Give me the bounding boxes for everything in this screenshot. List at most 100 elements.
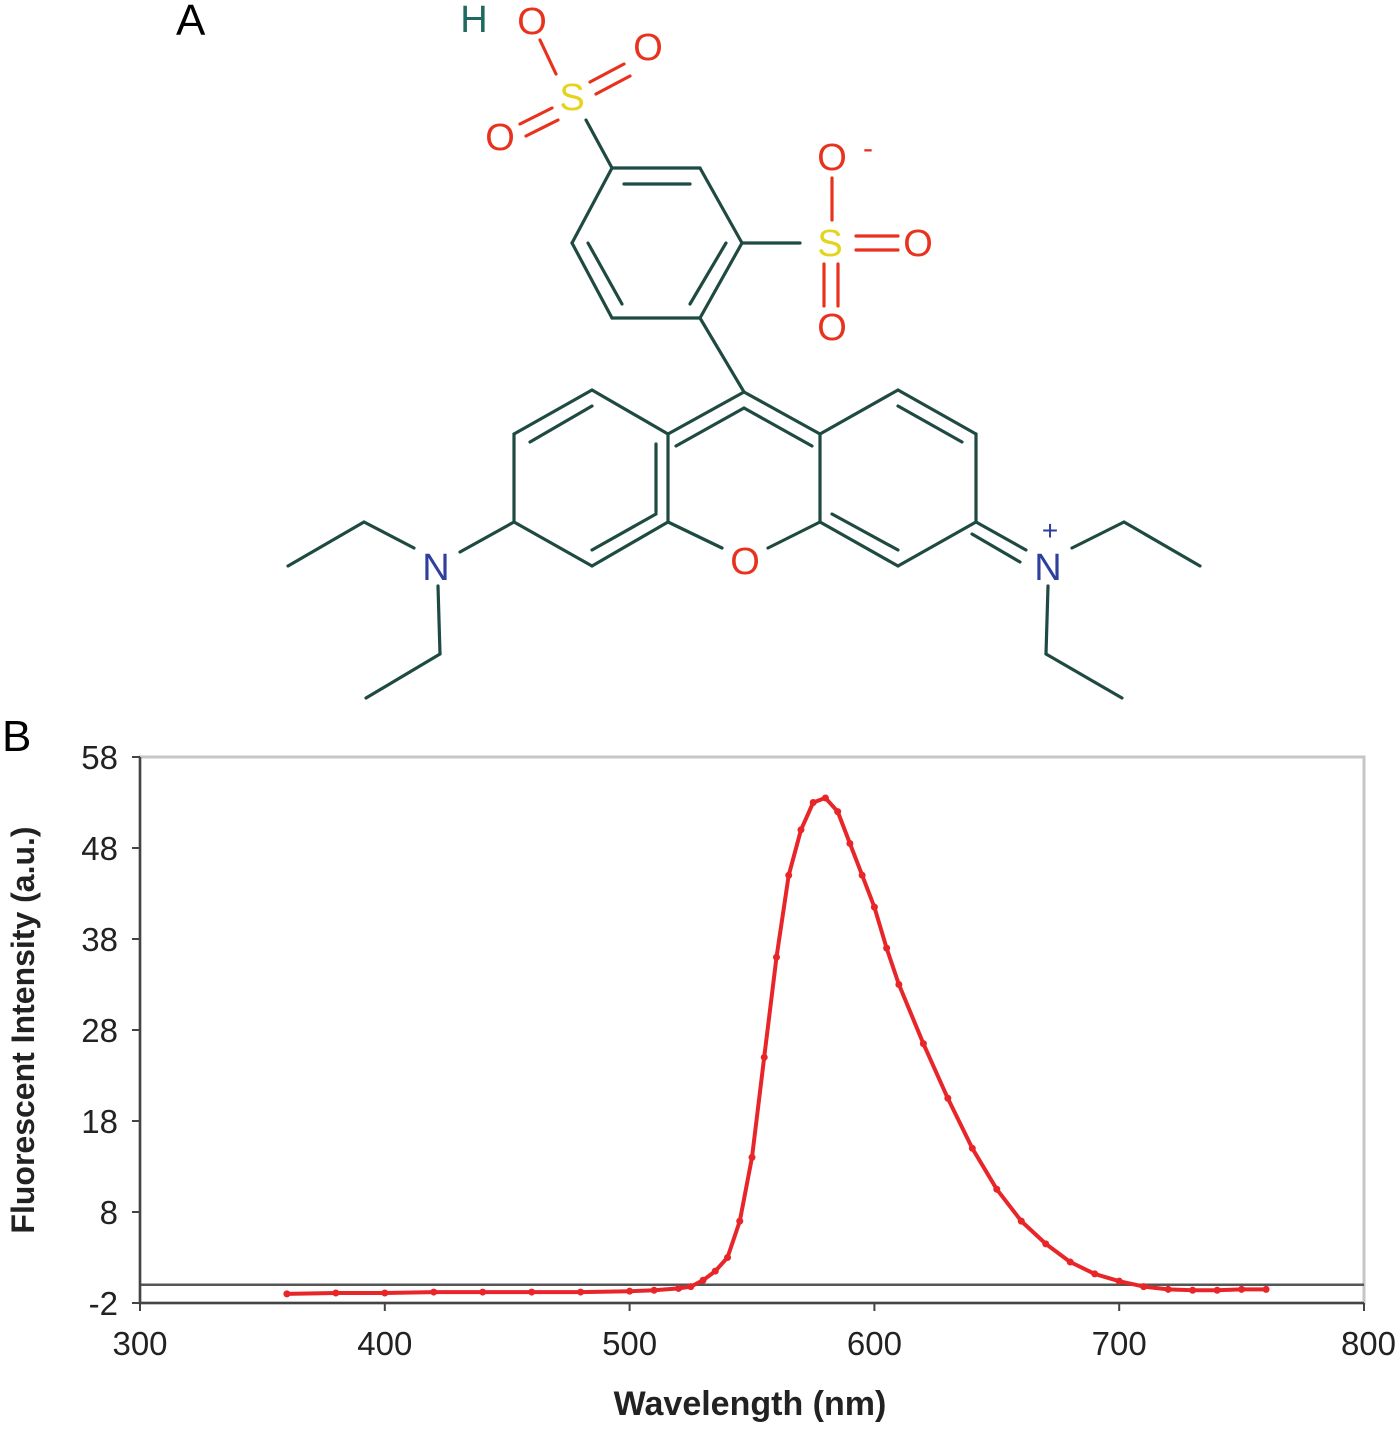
y-tick-label: -2 bbox=[89, 1285, 118, 1322]
y-axis-label: Fluorescent Intensity (a.u.) bbox=[5, 826, 41, 1233]
bond-inner bbox=[586, 241, 624, 306]
data-point bbox=[577, 1288, 585, 1296]
bond-inner bbox=[742, 406, 814, 448]
data-point bbox=[748, 1153, 756, 1161]
bond bbox=[818, 388, 900, 436]
bond bbox=[524, 118, 560, 138]
data-point bbox=[760, 1053, 768, 1061]
data-point bbox=[381, 1289, 389, 1297]
bond bbox=[974, 520, 1028, 552]
bond bbox=[1044, 584, 1050, 656]
x-tick-label: 800 bbox=[1341, 1325, 1396, 1362]
atom-o: O bbox=[817, 307, 847, 349]
data-point bbox=[1066, 1258, 1074, 1266]
data-point bbox=[699, 1276, 707, 1284]
bond-inner bbox=[688, 241, 728, 306]
data-point bbox=[736, 1217, 744, 1225]
data-point bbox=[1017, 1217, 1025, 1225]
data-point bbox=[1042, 1240, 1050, 1248]
series-line bbox=[286, 795, 1267, 1296]
data-point bbox=[870, 903, 878, 911]
bonds bbox=[286, 38, 1202, 700]
plot-frame bbox=[138, 755, 1366, 1305]
data-point bbox=[772, 953, 780, 961]
x-ticks: 300 400 500 600 700 800 bbox=[112, 1303, 1396, 1362]
data-point bbox=[1115, 1277, 1123, 1285]
panel-a-label: A bbox=[176, 0, 206, 45]
data-point bbox=[968, 1144, 976, 1152]
data-point bbox=[821, 794, 829, 802]
y-tick-label: 18 bbox=[81, 1103, 118, 1140]
data-point bbox=[1238, 1285, 1246, 1293]
bond bbox=[570, 241, 614, 320]
bond bbox=[666, 520, 724, 550]
data-point bbox=[834, 808, 842, 816]
bond-inner bbox=[896, 404, 964, 444]
bond bbox=[1122, 520, 1202, 568]
atom-o: O bbox=[633, 27, 663, 69]
data-point bbox=[1262, 1285, 1270, 1293]
x-tick-label: 500 bbox=[602, 1325, 657, 1362]
y-ticks: -2 8 18 28 38 48 58 bbox=[81, 739, 140, 1322]
data-point bbox=[675, 1284, 683, 1292]
bond bbox=[896, 520, 978, 568]
bond bbox=[512, 520, 594, 568]
bond bbox=[698, 316, 746, 394]
data-point bbox=[1213, 1286, 1221, 1294]
bond bbox=[698, 241, 744, 320]
data-point bbox=[919, 1040, 927, 1048]
data-point bbox=[858, 871, 866, 879]
bond bbox=[590, 388, 670, 436]
data-point bbox=[944, 1094, 952, 1102]
data-point bbox=[283, 1290, 291, 1298]
bond bbox=[570, 166, 614, 245]
data-point bbox=[430, 1288, 438, 1296]
data-point bbox=[809, 799, 817, 806]
bond bbox=[538, 38, 558, 76]
data-point bbox=[846, 839, 854, 847]
data-point bbox=[785, 871, 793, 879]
atom-s: S bbox=[817, 223, 842, 265]
x-tick-label: 300 bbox=[112, 1325, 167, 1362]
bond bbox=[818, 520, 900, 568]
y-tick-label: 38 bbox=[81, 921, 118, 958]
x-tick-label: 400 bbox=[357, 1325, 412, 1362]
bond bbox=[590, 520, 670, 568]
atom-o: O bbox=[730, 541, 760, 583]
atom-o: O bbox=[817, 137, 847, 179]
data-point bbox=[479, 1288, 487, 1296]
data-point bbox=[332, 1289, 340, 1297]
data-point bbox=[1091, 1270, 1099, 1278]
atom-n: N bbox=[422, 547, 449, 589]
emission-chart: -2 8 18 28 38 48 58 300 400 500 600 700 800 Wavelen… bbox=[5, 739, 1396, 1423]
panel-b-label: B bbox=[2, 712, 32, 761]
data-point bbox=[883, 944, 891, 952]
bond bbox=[584, 118, 614, 170]
bond bbox=[970, 532, 1022, 564]
atom-o: O bbox=[903, 223, 933, 265]
atom-minus: - bbox=[863, 132, 873, 165]
data-point bbox=[1189, 1286, 1197, 1294]
x-tick-label: 600 bbox=[847, 1325, 902, 1362]
data-point bbox=[797, 826, 805, 834]
bond bbox=[1044, 652, 1124, 700]
bond-inner bbox=[590, 512, 658, 552]
bond bbox=[896, 388, 978, 436]
bond bbox=[594, 74, 632, 96]
bond bbox=[458, 520, 516, 554]
bond-inner bbox=[674, 406, 746, 448]
chemical-structure: H O O S O O - S O O O N N + bbox=[286, 0, 1202, 700]
x-tick-label: 700 bbox=[1092, 1325, 1147, 1362]
bond-inner bbox=[830, 512, 900, 552]
bond bbox=[666, 390, 746, 436]
bond bbox=[1070, 520, 1126, 550]
atom-n: N bbox=[1034, 547, 1061, 589]
bond bbox=[518, 106, 554, 126]
y-tick-label: 48 bbox=[81, 830, 118, 867]
data-point bbox=[1140, 1283, 1148, 1291]
bond bbox=[436, 584, 442, 656]
atom-o: O bbox=[485, 117, 515, 159]
data-point bbox=[687, 1283, 695, 1291]
data-point bbox=[711, 1267, 719, 1275]
data-point bbox=[993, 1185, 1001, 1193]
